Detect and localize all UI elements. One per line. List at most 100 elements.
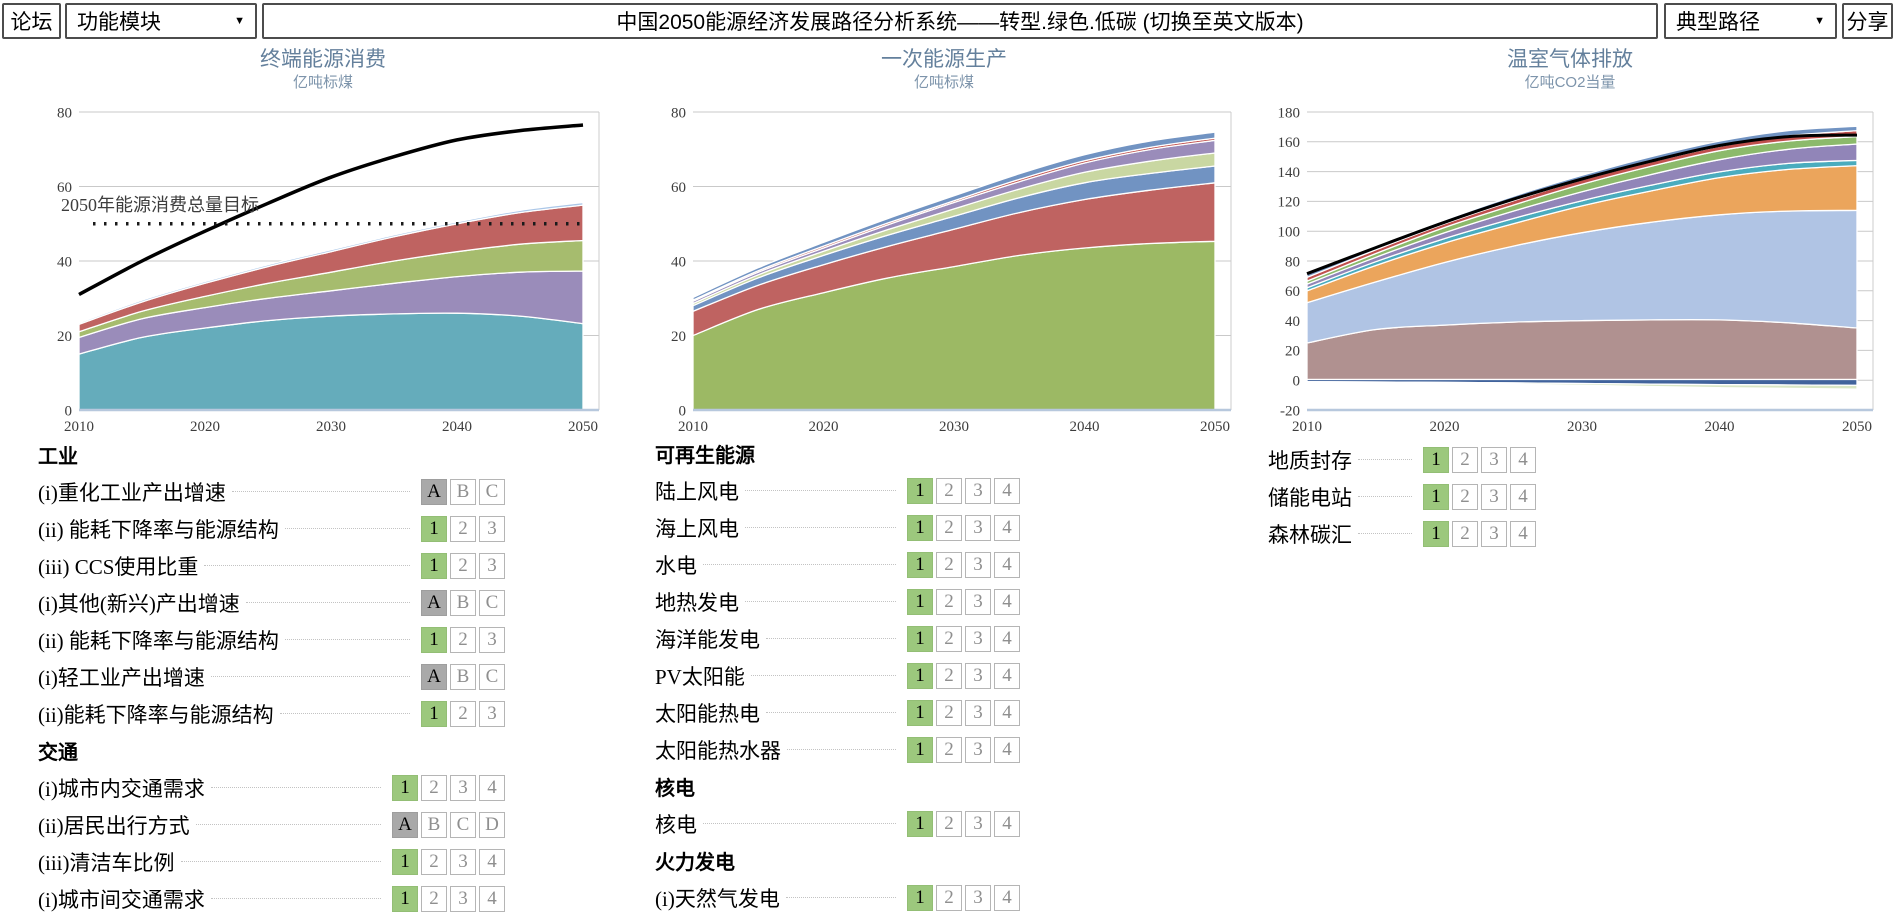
chart-final-energy-consumption: 终端能源消费 亿吨标煤 0 20 40 60 80 2050年能源消费总量目标 2010 2020… <box>33 46 613 438</box>
dotted-leader <box>766 638 896 639</box>
option-button[interactable]: 2 <box>421 774 447 801</box>
option-button[interactable]: 3 <box>965 884 991 911</box>
option-button[interactable]: 1 <box>907 884 933 911</box>
option-button[interactable]: 1 <box>421 626 447 653</box>
option-button[interactable]: 4 <box>994 514 1020 541</box>
option-button[interactable]: 1 <box>1423 446 1449 473</box>
option-button[interactable]: 3 <box>965 625 991 652</box>
option-button[interactable]: 2 <box>1452 520 1478 547</box>
option-button[interactable]: 4 <box>994 477 1020 504</box>
option-button[interactable]: 2 <box>936 588 962 615</box>
option-button[interactable]: C <box>479 478 505 505</box>
option-button[interactable]: 1 <box>907 514 933 541</box>
option-button[interactable]: 4 <box>479 885 505 912</box>
option-button[interactable]: 2 <box>936 884 962 911</box>
option-button[interactable]: 4 <box>994 736 1020 763</box>
option-button[interactable]: 1 <box>421 700 447 727</box>
option-button[interactable]: 4 <box>479 848 505 875</box>
option-button[interactable]: B <box>421 811 447 838</box>
option-button[interactable]: 3 <box>479 626 505 653</box>
option-button[interactable]: 2 <box>936 625 962 652</box>
option-button[interactable]: 3 <box>965 551 991 578</box>
option-button[interactable]: 2 <box>936 699 962 726</box>
option-button[interactable]: B <box>450 589 476 616</box>
dotted-leader <box>1358 496 1412 497</box>
option-button[interactable]: 2 <box>936 514 962 541</box>
option-button[interactable]: 4 <box>994 625 1020 652</box>
option-button[interactable]: 1 <box>421 552 447 579</box>
dotted-leader <box>766 712 896 713</box>
option-button[interactable]: B <box>450 478 476 505</box>
option-button[interactable]: 3 <box>965 588 991 615</box>
option-button[interactable]: 1 <box>421 515 447 542</box>
modules-dropdown[interactable]: 功能模块 ▼ <box>65 3 257 39</box>
option-button[interactable]: 1 <box>907 551 933 578</box>
option-button[interactable]: 1 <box>1423 520 1449 547</box>
option-button[interactable]: 2 <box>421 848 447 875</box>
option-button[interactable]: 3 <box>965 810 991 837</box>
option-button[interactable]: 1 <box>907 662 933 689</box>
option-button[interactable]: 4 <box>479 774 505 801</box>
option-button[interactable]: 2 <box>1452 483 1478 510</box>
option-button[interactable]: 3 <box>965 477 991 504</box>
option-button[interactable]: 2 <box>450 515 476 542</box>
option-button[interactable]: C <box>479 589 505 616</box>
option-button[interactable]: C <box>450 811 476 838</box>
option-button[interactable]: 1 <box>907 477 933 504</box>
option-button[interactable]: 4 <box>1510 520 1536 547</box>
option-button[interactable]: 3 <box>1481 446 1507 473</box>
option-button[interactable]: A <box>421 589 447 616</box>
option-button[interactable]: A <box>421 478 447 505</box>
option-button[interactable]: 1 <box>907 699 933 726</box>
option-button[interactable]: 2 <box>936 662 962 689</box>
option-button[interactable]: 2 <box>936 810 962 837</box>
option-button[interactable]: 3 <box>479 515 505 542</box>
option-button[interactable]: 4 <box>994 551 1020 578</box>
option-button[interactable]: B <box>450 663 476 690</box>
option-button[interactable]: 2 <box>450 552 476 579</box>
section-header-label: 核电 <box>655 778 695 800</box>
option-button[interactable]: 3 <box>965 736 991 763</box>
option-button[interactable]: 4 <box>1510 446 1536 473</box>
option-button[interactable]: 1 <box>392 774 418 801</box>
option-button[interactable]: A <box>421 663 447 690</box>
option-button[interactable]: 4 <box>994 810 1020 837</box>
option-button[interactable]: A <box>392 811 418 838</box>
option-button[interactable]: 3 <box>479 700 505 727</box>
option-button[interactable]: 3 <box>965 699 991 726</box>
option-button[interactable]: 1 <box>907 736 933 763</box>
share-button[interactable]: 分享 <box>1842 3 1893 39</box>
option-button[interactable]: 2 <box>936 551 962 578</box>
option-button[interactable]: 2 <box>936 736 962 763</box>
option-button[interactable]: 1 <box>392 848 418 875</box>
app-title[interactable]: 中国2050能源经济发展路径分析系统——转型.绿色.低碳 (切换至英文版本) <box>616 11 1304 34</box>
option-button[interactable]: C <box>479 663 505 690</box>
option-button[interactable]: 3 <box>965 514 991 541</box>
option-button[interactable]: 2 <box>1452 446 1478 473</box>
option-button[interactable]: 2 <box>450 700 476 727</box>
option-button[interactable]: 3 <box>450 885 476 912</box>
option-button[interactable]: 3 <box>1481 520 1507 547</box>
option-button[interactable]: 3 <box>1481 483 1507 510</box>
option-button[interactable]: 1 <box>907 810 933 837</box>
forum-button[interactable]: 论坛 <box>2 3 61 39</box>
typical-paths-dropdown[interactable]: 典型路径 ▼ <box>1664 3 1837 39</box>
option-button[interactable]: 4 <box>994 588 1020 615</box>
option-button[interactable]: 3 <box>965 662 991 689</box>
option-button[interactable]: 3 <box>450 774 476 801</box>
option-button[interactable]: 2 <box>936 477 962 504</box>
option-button[interactable]: 1 <box>907 625 933 652</box>
option-button[interactable]: 4 <box>994 884 1020 911</box>
option-button[interactable]: 1 <box>1423 483 1449 510</box>
option-button[interactable]: 4 <box>994 662 1020 689</box>
option-button[interactable]: 3 <box>479 552 505 579</box>
option-button[interactable]: 4 <box>1510 483 1536 510</box>
option-button[interactable]: 1 <box>907 588 933 615</box>
option-button[interactable]: 2 <box>421 885 447 912</box>
option-button[interactable]: 4 <box>994 699 1020 726</box>
option-button[interactable]: 3 <box>450 848 476 875</box>
option-button[interactable]: 1 <box>392 885 418 912</box>
option-button[interactable]: D <box>479 811 505 838</box>
option-button[interactable]: 2 <box>450 626 476 653</box>
